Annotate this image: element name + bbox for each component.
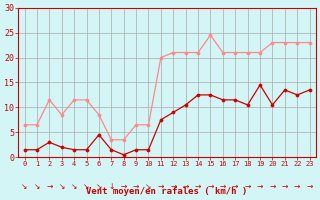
- Text: ↘: ↘: [21, 182, 28, 191]
- X-axis label: Vent moyen/en rafales ( km/h ): Vent moyen/en rafales ( km/h ): [86, 187, 248, 196]
- Text: →: →: [207, 182, 214, 191]
- Text: →: →: [307, 182, 313, 191]
- Text: →: →: [170, 182, 176, 191]
- Text: →: →: [244, 182, 251, 191]
- Text: ↓: ↓: [108, 182, 115, 191]
- Text: →: →: [182, 182, 189, 191]
- Text: →: →: [195, 182, 201, 191]
- Text: ↘: ↘: [96, 182, 102, 191]
- Text: →: →: [269, 182, 276, 191]
- Text: ↘: ↘: [145, 182, 152, 191]
- Text: →: →: [220, 182, 226, 191]
- Text: →: →: [121, 182, 127, 191]
- Text: →: →: [133, 182, 139, 191]
- Text: ↘: ↘: [71, 182, 77, 191]
- Text: ↘: ↘: [83, 182, 90, 191]
- Text: →: →: [282, 182, 288, 191]
- Text: →: →: [46, 182, 52, 191]
- Text: →: →: [294, 182, 300, 191]
- Text: →: →: [158, 182, 164, 191]
- Text: →: →: [257, 182, 263, 191]
- Text: ↘: ↘: [59, 182, 65, 191]
- Text: →: →: [232, 182, 238, 191]
- Text: ↘: ↘: [34, 182, 40, 191]
